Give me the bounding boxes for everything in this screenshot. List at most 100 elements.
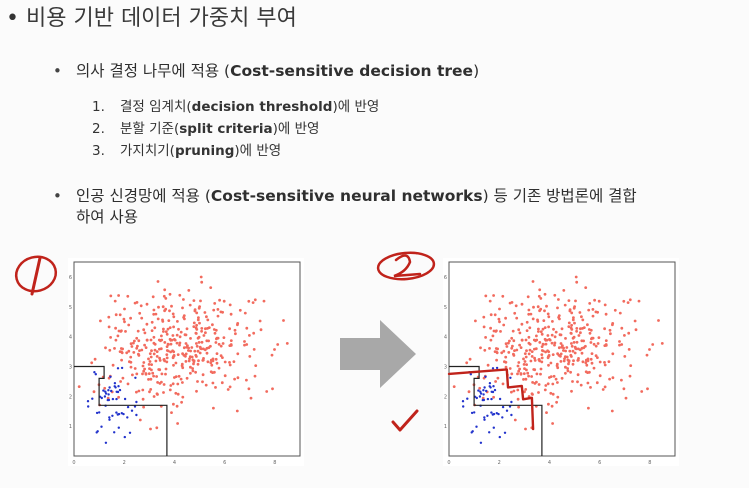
red-point — [137, 389, 141, 393]
red-point — [520, 302, 524, 306]
blue-point — [130, 409, 134, 412]
red-point — [187, 289, 191, 292]
red-point — [182, 298, 185, 301]
red-point — [202, 334, 206, 337]
blue-point — [107, 398, 111, 402]
red-point — [214, 341, 218, 344]
red-point — [626, 301, 630, 304]
red-point — [552, 374, 556, 378]
red-point — [107, 325, 111, 329]
blue-point — [483, 416, 486, 419]
red-point — [259, 328, 263, 332]
red-point — [144, 346, 148, 349]
subitem-text: 가지치기( — [120, 143, 175, 159]
red-point — [201, 380, 204, 384]
red-point — [524, 427, 527, 431]
red-point — [640, 390, 644, 393]
red-point — [501, 382, 505, 386]
red-point — [150, 320, 154, 324]
red-point — [133, 301, 137, 305]
red-point — [151, 371, 155, 375]
red-point — [152, 374, 155, 378]
red-point — [215, 336, 219, 340]
red-point — [504, 355, 508, 359]
blue-point — [482, 389, 485, 392]
blue-point — [505, 409, 509, 412]
red-point — [545, 338, 549, 342]
red-point — [194, 370, 197, 374]
red-point — [657, 319, 660, 322]
red-point — [209, 358, 213, 362]
red-point — [223, 360, 227, 364]
red-point — [489, 338, 493, 342]
red-point — [580, 346, 584, 350]
red-point — [584, 361, 588, 365]
blue-point — [95, 411, 99, 415]
red-point — [136, 329, 140, 333]
red-point — [215, 361, 219, 365]
red-point — [484, 336, 487, 339]
blue-point — [479, 441, 483, 444]
scatter-plot-left-svg: 1 2 3 4 5 6 0 2 4 6 8 — [69, 261, 301, 466]
red-point — [141, 372, 144, 376]
handwritten-two-mark — [376, 251, 436, 281]
red-point — [581, 360, 585, 364]
red-point — [623, 355, 627, 358]
red-point — [167, 343, 170, 346]
red-point — [537, 327, 540, 331]
red-point — [164, 367, 168, 371]
red-point — [144, 372, 148, 376]
red-point — [131, 373, 134, 377]
red-point — [586, 381, 590, 385]
red-point — [549, 361, 553, 365]
red-point — [138, 418, 142, 422]
red-point — [573, 351, 577, 355]
red-point — [189, 337, 192, 340]
x-tick-label: 6 — [223, 460, 226, 466]
bullet-neural-networks: 인공 신경망에 적용 (Cost-sensitive neural networ… — [76, 186, 637, 206]
red-point — [527, 374, 530, 378]
red-point — [517, 361, 521, 364]
red-point — [500, 351, 504, 355]
red-point — [108, 348, 112, 352]
red-point — [160, 372, 164, 376]
blue-point — [501, 405, 505, 409]
red-point — [530, 355, 534, 358]
red-point — [170, 411, 173, 414]
red-point — [551, 422, 554, 425]
blue-point — [87, 405, 90, 408]
blue-point — [100, 425, 103, 428]
red-point — [529, 359, 533, 363]
red-point — [176, 320, 179, 323]
red-point — [158, 347, 161, 351]
red-point — [150, 329, 154, 332]
red-point — [603, 385, 607, 389]
red-point — [562, 359, 566, 363]
x-tick-label: 2 — [123, 460, 126, 466]
red-point — [597, 336, 601, 339]
scatter-plot-left: 1 2 3 4 5 6 0 2 4 6 8 — [68, 258, 304, 466]
red-point — [170, 304, 173, 308]
red-point — [564, 365, 567, 369]
red-point — [249, 396, 253, 400]
red-point — [580, 315, 583, 319]
bullet-decision-tree: 의사 결정 나무에 적용 (Cost-sensitive decision tr… — [76, 61, 479, 81]
red-point — [493, 350, 497, 353]
red-point — [199, 299, 202, 303]
red-point — [142, 361, 146, 364]
red-point — [172, 402, 175, 406]
red-point — [116, 334, 120, 338]
red-point — [173, 338, 177, 342]
red-point — [533, 359, 537, 362]
blue-point — [510, 400, 513, 404]
red-point — [211, 371, 215, 374]
red-point — [217, 342, 221, 346]
red-point — [517, 405, 520, 409]
red-point — [137, 339, 141, 343]
red-point — [495, 358, 498, 362]
red-point — [109, 294, 113, 298]
red-point — [523, 390, 526, 394]
red-point — [603, 327, 606, 331]
red-point — [592, 342, 596, 346]
red-point — [525, 363, 528, 366]
